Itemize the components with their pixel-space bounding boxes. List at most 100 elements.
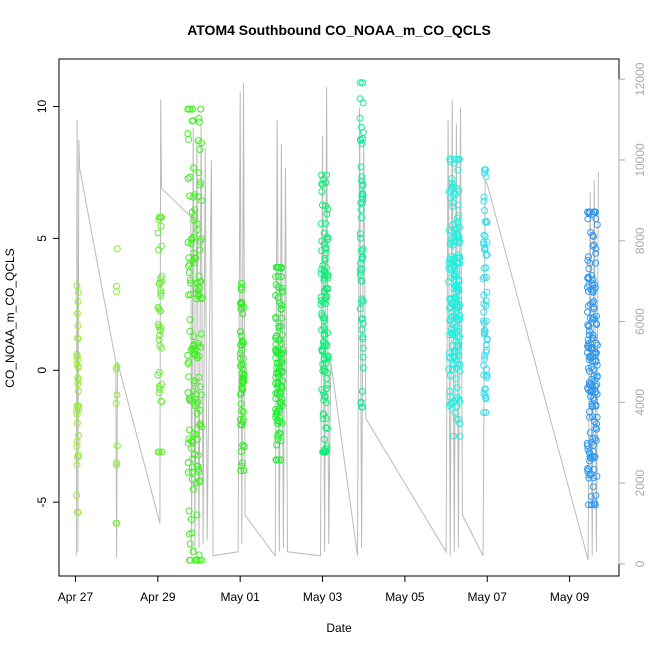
data-point: [593, 321, 601, 328]
data-point: [591, 208, 598, 216]
data-point: [155, 305, 163, 313]
data-point: [185, 507, 193, 515]
data-point: [585, 265, 593, 273]
y2-tick-label: 12000: [633, 62, 647, 96]
data-point: [73, 402, 81, 409]
data-point: [481, 166, 489, 174]
data-point: [191, 556, 199, 564]
data-point: [446, 393, 454, 401]
data-point: [320, 276, 328, 284]
data-point: [481, 391, 489, 399]
data-point: [186, 426, 194, 434]
data-point: [186, 556, 194, 564]
data-point: [593, 349, 600, 357]
data-point: [74, 334, 81, 342]
data-point: [319, 448, 327, 456]
data-point: [453, 384, 461, 392]
data-point: [185, 373, 192, 381]
data-point: [358, 387, 366, 395]
data-point: [278, 402, 286, 409]
data-point: [318, 386, 326, 394]
data-point: [585, 281, 593, 288]
data-point: [189, 117, 197, 125]
data-point: [188, 529, 196, 537]
data-point: [589, 288, 597, 296]
data-point: [156, 331, 164, 339]
data-point: [358, 298, 365, 306]
data-point: [480, 193, 488, 201]
data-point: [277, 456, 285, 464]
data-point: [275, 456, 283, 464]
data-point: [584, 321, 592, 329]
data-point: [590, 241, 598, 249]
data-point: [154, 229, 162, 237]
data-point: [185, 269, 193, 276]
data-point: [112, 282, 120, 290]
data-point: [592, 358, 600, 366]
data-point: [322, 300, 329, 307]
data-point: [447, 316, 455, 324]
data-point: [593, 372, 601, 380]
data-point: [73, 352, 81, 360]
data-point: [452, 416, 460, 424]
data-point: [322, 244, 330, 251]
data-point: [324, 355, 332, 363]
points-layer: [73, 79, 601, 564]
data-point: [453, 281, 461, 289]
data-point: [74, 298, 82, 305]
data-point: [73, 310, 81, 317]
data-point: [321, 448, 329, 456]
data-point: [358, 173, 366, 181]
data-point: [196, 181, 204, 189]
data-point: [157, 287, 165, 295]
data-point: [455, 324, 463, 332]
data-point: [188, 463, 196, 471]
data-point: [274, 432, 281, 439]
data-point: [194, 193, 202, 201]
data-point: [238, 407, 245, 415]
data-point: [191, 402, 199, 410]
data-point: [198, 423, 205, 431]
data-point: [589, 242, 597, 250]
data-point: [587, 493, 595, 500]
data-point: [483, 274, 490, 281]
data-point: [587, 455, 595, 462]
data-point: [449, 202, 456, 210]
data-point: [74, 288, 82, 296]
data-point: [482, 302, 490, 309]
data-point: [318, 188, 326, 195]
y2-tick-label: 10000: [633, 143, 647, 177]
x-tick-label: Apr 29: [140, 590, 176, 604]
data-point: [321, 435, 328, 443]
data-point: [192, 285, 200, 293]
data-point: [74, 451, 82, 459]
data-point: [278, 419, 286, 427]
data-point: [592, 492, 600, 499]
data-point: [456, 420, 464, 428]
data-point: [358, 265, 366, 273]
data-point: [197, 330, 205, 338]
data-point: [479, 317, 487, 325]
data-point: [187, 240, 195, 248]
data-point: [358, 190, 366, 198]
x-tick-label: May 03: [303, 590, 343, 604]
data-point: [481, 207, 488, 214]
data-point: [449, 199, 457, 207]
data-point: [184, 105, 192, 113]
data-point: [359, 99, 367, 107]
data-point: [450, 264, 458, 272]
data-point: [357, 123, 365, 131]
data-point: [197, 235, 205, 243]
data-point: [272, 405, 280, 413]
data-point: [449, 331, 457, 338]
data-point: [156, 368, 163, 376]
data-point: [359, 297, 367, 305]
data-point: [194, 451, 202, 459]
y-tick-label: 5: [35, 235, 49, 242]
data-point: [323, 375, 331, 382]
x-tick-label: May 05: [385, 590, 425, 604]
data-point: [184, 175, 192, 183]
data-point: [277, 273, 285, 281]
data-point: [322, 399, 330, 407]
data-point: [480, 300, 488, 308]
